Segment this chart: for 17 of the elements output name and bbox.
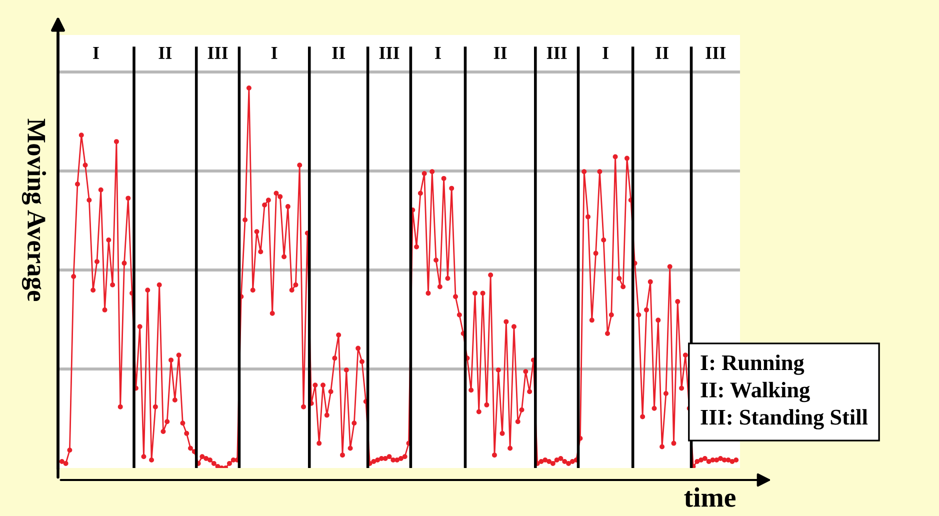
text: II	[656, 47, 668, 59]
y-axis-title: Moving Average	[22, 118, 46, 302]
text: II	[494, 47, 507, 59]
text: III	[208, 47, 228, 59]
text: I	[271, 47, 278, 59]
text: II	[158, 47, 172, 59]
x-axis-title: time	[684, 487, 736, 507]
text: I	[93, 47, 99, 59]
text: I	[602, 47, 608, 59]
text: III	[379, 47, 400, 59]
annotation: II: Walking	[700, 382, 810, 402]
text: III	[546, 47, 567, 59]
text: III	[706, 47, 726, 59]
annotation: I: Running	[700, 354, 804, 375]
annotation: III: Standing Still	[700, 409, 868, 430]
text: II	[332, 47, 346, 59]
text: I	[435, 47, 441, 59]
